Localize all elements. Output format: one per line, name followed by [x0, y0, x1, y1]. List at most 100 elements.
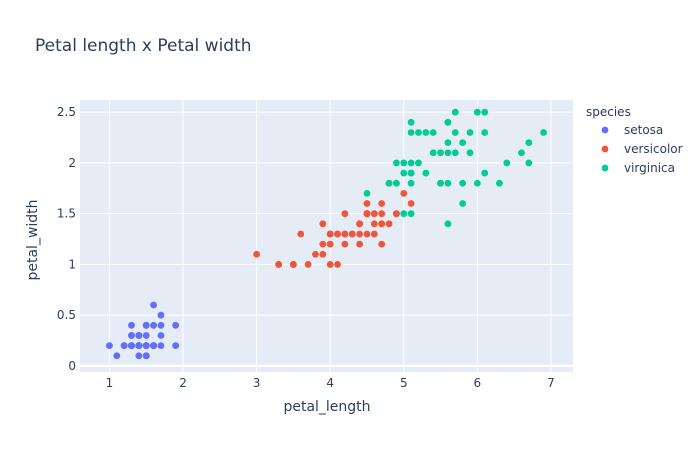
data-point	[135, 342, 143, 350]
data-point	[444, 118, 452, 126]
data-point	[363, 230, 371, 238]
data-point	[157, 342, 165, 350]
data-point	[444, 220, 452, 228]
series-versicolor	[253, 179, 415, 268]
data-point	[525, 139, 533, 147]
data-point	[459, 200, 467, 207]
data-point	[341, 230, 349, 238]
data-point	[128, 342, 135, 350]
data-point	[422, 129, 430, 136]
data-point	[113, 352, 121, 360]
data-point	[363, 189, 371, 197]
x-tick-label: 6	[474, 376, 482, 390]
x-tick-label: 3	[253, 376, 261, 390]
data-point	[459, 179, 467, 187]
data-point	[415, 129, 422, 136]
data-point	[378, 220, 386, 228]
data-point	[407, 179, 415, 187]
data-point	[525, 159, 533, 167]
data-point	[106, 342, 113, 350]
data-point	[496, 179, 503, 187]
data-point	[407, 200, 415, 207]
legend-marker-virginica	[601, 164, 609, 172]
data-point	[135, 352, 143, 360]
data-point	[326, 230, 334, 238]
data-point	[444, 179, 452, 187]
data-point	[385, 220, 393, 228]
data-point	[385, 179, 393, 187]
data-point	[400, 210, 408, 218]
data-point	[503, 159, 511, 167]
data-points	[106, 108, 547, 360]
data-point	[407, 129, 415, 136]
data-point	[157, 332, 165, 339]
data-point	[157, 321, 165, 329]
data-point	[429, 149, 437, 157]
data-point	[128, 332, 135, 339]
data-point	[363, 200, 371, 207]
data-point	[393, 210, 400, 218]
data-point	[451, 108, 459, 116]
x-tick-label: 7	[547, 376, 555, 390]
data-point	[334, 261, 341, 268]
data-point	[363, 210, 371, 218]
data-point	[150, 301, 157, 309]
data-point	[473, 179, 481, 187]
y-tick-label: 2.5	[57, 105, 76, 119]
x-tick-label: 2	[179, 376, 187, 390]
y-tick-label: 1.5	[57, 207, 76, 221]
legend-title: species	[586, 105, 631, 119]
grid-lines	[80, 100, 573, 372]
data-point	[370, 220, 378, 228]
chart-title: Petal length x Petal width	[35, 36, 252, 56]
x-tick-label: 5	[400, 376, 408, 390]
data-point	[142, 321, 150, 329]
x-tick-label: 1	[106, 376, 114, 390]
data-point	[466, 149, 474, 157]
data-point	[481, 129, 489, 136]
legend: species setosa versicolor virginica	[586, 105, 683, 175]
data-point	[319, 240, 327, 248]
data-point	[407, 169, 415, 177]
data-point	[407, 159, 415, 167]
data-point	[370, 230, 378, 238]
data-point	[429, 129, 437, 136]
data-point	[378, 210, 386, 218]
data-point	[378, 240, 386, 248]
data-point	[437, 149, 444, 157]
legend-label-setosa: setosa	[624, 123, 663, 137]
data-point	[312, 250, 319, 258]
data-point	[319, 220, 327, 228]
data-point	[120, 342, 128, 350]
data-point	[540, 129, 547, 136]
data-point	[150, 321, 157, 329]
data-point	[481, 169, 489, 177]
y-axis-label: petal_width	[25, 199, 41, 280]
data-point	[319, 250, 327, 258]
data-point	[297, 230, 305, 238]
legend-label-virginica: virginica	[624, 161, 675, 175]
data-point	[289, 261, 297, 268]
data-point	[422, 169, 430, 177]
data-point	[518, 149, 525, 157]
legend-marker-versicolor	[601, 145, 609, 153]
data-point	[356, 220, 364, 228]
data-point	[356, 230, 364, 238]
data-point	[326, 261, 334, 268]
data-point	[444, 139, 452, 147]
data-point	[135, 332, 143, 339]
data-point	[437, 179, 444, 187]
data-point	[407, 210, 415, 218]
legend-items: setosa versicolor virginica	[601, 123, 683, 175]
data-point	[172, 342, 180, 350]
y-tick-label: 0	[68, 359, 76, 373]
data-point	[341, 240, 349, 248]
data-point	[341, 210, 349, 218]
data-point	[407, 118, 415, 126]
data-point	[370, 210, 378, 218]
data-point	[415, 159, 422, 167]
data-point	[451, 129, 459, 136]
data-point	[128, 321, 135, 329]
data-point	[378, 200, 386, 207]
data-point	[275, 261, 283, 268]
